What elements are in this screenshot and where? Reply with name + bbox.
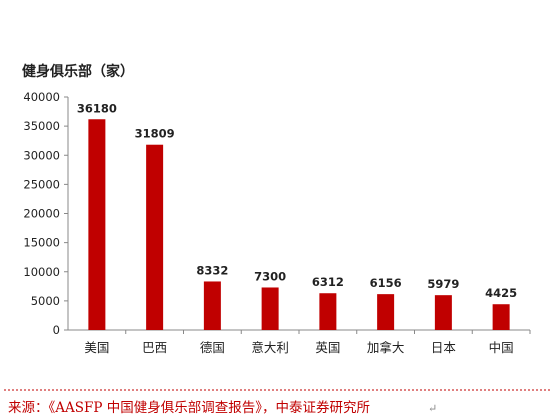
- y-tick-label: 15000: [23, 236, 60, 250]
- y-axis-ticks: 0 5000 10000 15000 20000 25000 30000 35000 40000: [23, 90, 68, 337]
- data-label: 6312: [312, 275, 344, 289]
- bars: [88, 119, 510, 331]
- x-tick-label: 中国: [489, 340, 514, 355]
- data-label: 5979: [427, 277, 459, 291]
- x-tick-label: 日本: [431, 340, 457, 355]
- y-tick-label: 5000: [31, 294, 60, 308]
- data-label: 4425: [485, 286, 517, 300]
- data-label: 6156: [370, 276, 402, 290]
- y-tick-label: 0: [53, 323, 60, 337]
- return-mark-icon: ↵: [428, 402, 437, 415]
- data-labels: 36180 31809 8332 7300 6312 6156 5979 4425: [77, 101, 517, 300]
- bar: [319, 293, 337, 330]
- x-tick-label: 美国: [84, 340, 109, 355]
- y-axis-unit-label: 健身俱乐部（家）: [22, 63, 134, 80]
- y-tick-label: 10000: [23, 265, 60, 279]
- y-tick-label: 25000: [23, 177, 60, 191]
- x-tick-label: 英国: [315, 340, 340, 355]
- x-tick-label: 加拿大: [367, 340, 405, 355]
- data-label: 8332: [196, 263, 228, 277]
- bar: [88, 119, 106, 331]
- source-note: 来源：《AASFP 中国健身俱乐部调查报告》，中泰证券研究所: [8, 400, 370, 416]
- y-tick-label: 20000: [23, 207, 60, 221]
- y-tick-label: 40000: [23, 90, 60, 104]
- x-tick-label: 巴西: [142, 340, 167, 355]
- bar: [492, 304, 510, 330]
- y-tick-label: 30000: [23, 148, 60, 162]
- x-tick-label: 德国: [200, 340, 225, 355]
- data-label: 36180: [77, 101, 117, 115]
- bar: [261, 287, 279, 330]
- bar: [203, 281, 221, 330]
- bar: [146, 144, 164, 330]
- data-label: 7300: [254, 269, 286, 283]
- bar: [377, 294, 395, 330]
- bar: [434, 295, 452, 330]
- x-axis-ticks: 美国 巴西 德国 意大利 英国 加拿大 日本 中国: [84, 330, 531, 355]
- x-tick-label: 意大利: [251, 340, 289, 355]
- y-tick-label: 35000: [23, 119, 60, 133]
- data-label: 31809: [135, 127, 175, 141]
